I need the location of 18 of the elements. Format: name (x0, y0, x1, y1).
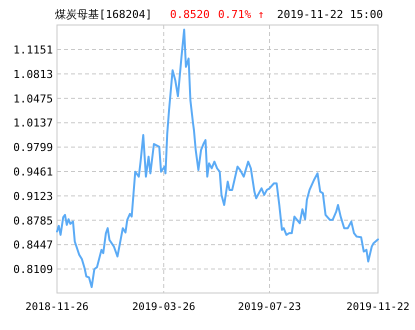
y-tick-label: 0.9799 (13, 141, 53, 154)
y-tick-label: 1.0475 (13, 92, 53, 106)
y-tick-label: 0.8109 (13, 263, 53, 276)
text: 0.8520 (170, 8, 210, 21)
x-tick-label: 2019-03-26 (132, 301, 196, 313)
y-tick-label: 0.9123 (13, 190, 53, 203)
text: 0.71% ↑ (218, 8, 264, 21)
y-tick-label: 1.1151 (13, 44, 53, 57)
y-tick-label: 0.9461 (13, 165, 53, 178)
y-tick-label: 0.8785 (13, 214, 53, 228)
y-tick-label: 0.8447 (13, 238, 53, 252)
x-tick-label: 2018-11-26 (25, 301, 89, 313)
text: 2019-11-22 15:00 (277, 8, 383, 21)
y-tick-label: 1.0813 (13, 68, 53, 81)
y-tick-label: 1.0137 (13, 116, 53, 130)
x-tick-label: 2019-07-23 (238, 301, 302, 313)
x-tick-label: 2019-11-22 (346, 301, 410, 313)
chart-title: 煤炭母基[168204] (55, 8, 152, 21)
